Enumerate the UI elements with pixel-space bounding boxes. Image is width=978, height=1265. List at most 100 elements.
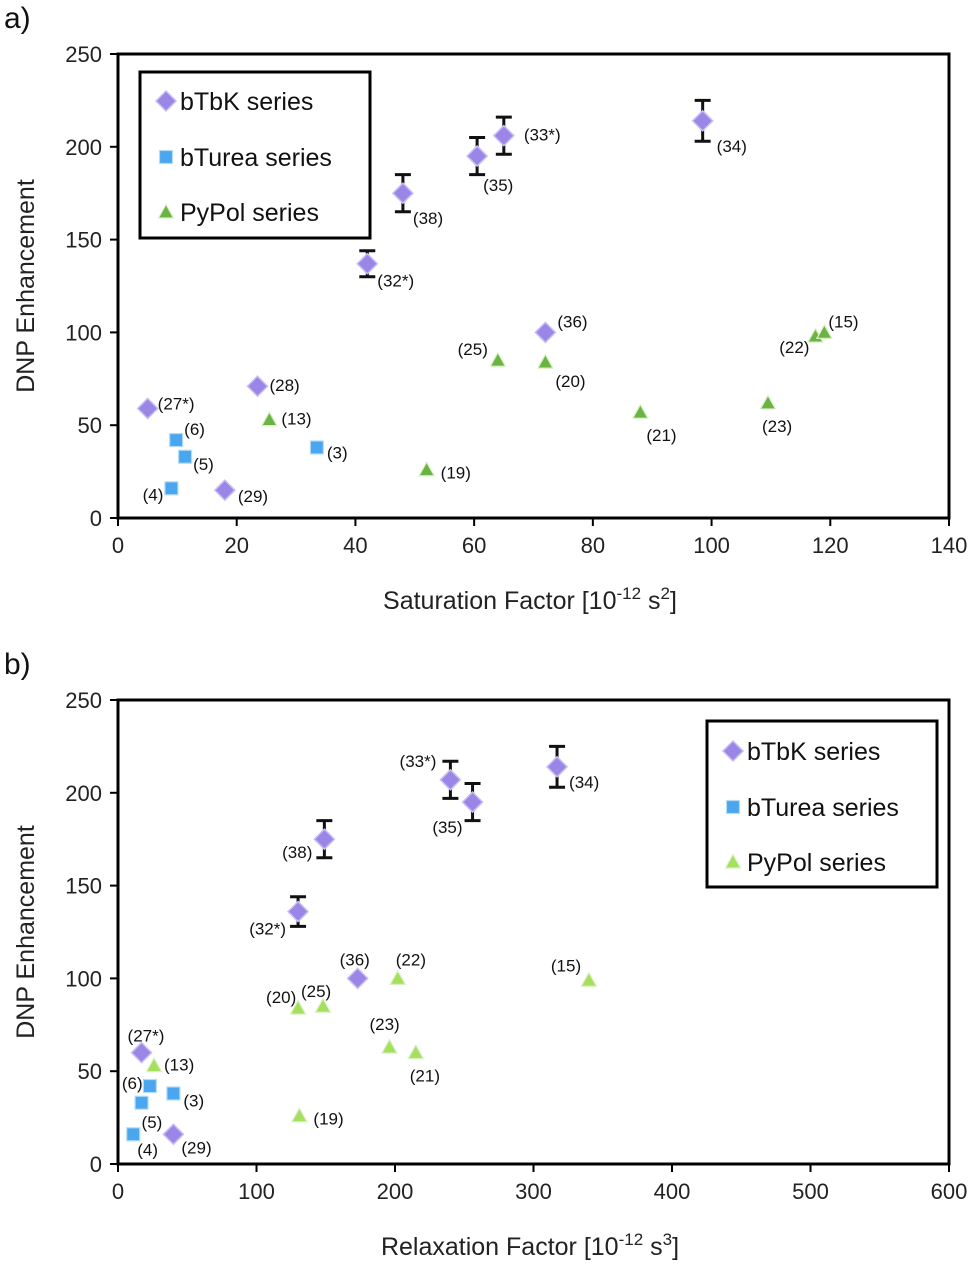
panel-letter: a) [4, 2, 31, 35]
data-point [126, 1127, 141, 1142]
y-tick-label: 250 [65, 42, 102, 67]
data-point [142, 1078, 157, 1094]
legend-marker [158, 149, 174, 165]
data-point [466, 145, 489, 168]
y-tick-label: 150 [65, 874, 102, 899]
data-point [356, 252, 379, 275]
y-tick-label: 100 [65, 320, 102, 345]
point-label: (34) [717, 137, 747, 156]
series-square: (4) (6) (5) (3) [143, 420, 348, 504]
data-point [380, 1038, 398, 1054]
legend-marker [721, 739, 745, 763]
y-tick-label: 100 [65, 966, 102, 991]
legend-label: bTbK series [180, 88, 313, 116]
series-triangle: (13) (19) (20) (25) (23) (22) (21) (15) [145, 950, 598, 1129]
x-tick-label: 0 [112, 1179, 124, 1204]
legend-marker [154, 89, 178, 113]
data-point [545, 755, 569, 778]
point-label: (33*) [524, 126, 561, 145]
data-point [290, 1107, 308, 1123]
panel-letter: b) [4, 648, 31, 681]
data-point [489, 351, 507, 367]
data-point [309, 440, 324, 455]
data-point [169, 432, 184, 448]
series-diamond: (27*) (29) (32*) (38) (36) (33*) (35) (34) [128, 744, 599, 1157]
x-tick-label: 200 [377, 1179, 414, 1204]
x-tick-label: 400 [654, 1179, 691, 1204]
point-label: (27*) [158, 394, 195, 413]
data-point [164, 481, 179, 496]
point-label: (20) [266, 988, 296, 1007]
point-label: (5) [142, 1113, 163, 1132]
point-label: (4) [137, 1140, 158, 1159]
point-label: (35) [432, 818, 462, 837]
x-tick-label: 100 [693, 533, 730, 558]
data-point [418, 461, 436, 477]
data-point [136, 397, 159, 420]
data-point [177, 449, 193, 464]
point-label: (29) [181, 1138, 211, 1157]
data-point [145, 1056, 163, 1073]
legend-marker [724, 853, 742, 869]
x-tick-label: 500 [792, 1179, 829, 1204]
point-label: (34) [569, 773, 599, 792]
point-label: (3) [183, 1091, 204, 1110]
y-tick-label: 200 [65, 135, 102, 160]
y-tick-label: 50 [78, 1059, 102, 1084]
x-tick-label: 40 [343, 533, 367, 558]
data-point [407, 1043, 425, 1060]
point-label: (27*) [128, 1027, 165, 1046]
x-tick-label: 60 [462, 533, 486, 558]
x-tick-label: 0 [112, 533, 124, 558]
legend-box [705, 719, 939, 889]
data-point [289, 999, 307, 1015]
x-tick-label: 600 [931, 1179, 968, 1204]
legend-label: bTurea series [180, 144, 332, 172]
x-tick-label: 80 [581, 533, 605, 558]
point-label: (25) [301, 982, 331, 1001]
point-label: (21) [646, 426, 676, 445]
legend-label: PyPol series [180, 199, 319, 227]
y-axis-label: DNP Enhancement [12, 179, 40, 393]
point-label: (36) [340, 950, 370, 969]
legend-label: bTbK series [747, 738, 880, 766]
legend-marker [157, 203, 175, 219]
series-triangle: (13) (19) (25) (20) (21) (23) (22) (15) [260, 312, 859, 483]
x-axis-label: Saturation Factor [10-12 s2] [383, 584, 677, 615]
data-point [691, 109, 714, 132]
data-point [815, 323, 833, 339]
legend: bTbK series bTurea series PyPol series [705, 719, 939, 889]
point-label: (4) [143, 485, 164, 504]
data-point [461, 791, 484, 814]
data-point [439, 768, 462, 791]
series-diamond: (27*) (29) (28) (32*) (38) (35) (33*) (36) (34) [136, 98, 747, 506]
point-label: (38) [413, 209, 443, 228]
point-label: (6) [122, 1074, 143, 1093]
x-tick-label: 120 [812, 533, 849, 558]
point-label: (21) [410, 1067, 440, 1086]
data-point [246, 375, 269, 398]
y-tick-label: 0 [90, 1152, 102, 1177]
chart-panel-b: b) 0 100 200 300 400 500 600 0 50 100 150 200 250 Rela… [4, 648, 967, 1261]
point-label: (29) [238, 487, 268, 506]
legend-label: bTurea series [747, 794, 899, 822]
data-point [134, 1095, 149, 1110]
point-label: (19) [313, 1110, 343, 1129]
data-point [166, 1086, 181, 1101]
data-point [389, 969, 407, 986]
chart-panel-a: a) 0 20 40 60 80 100 120 140 0 50 100 150 200 250 Satur… [4, 2, 967, 615]
x-tick-label: 140 [931, 533, 968, 558]
point-label: (35) [483, 176, 513, 195]
point-label: (33*) [400, 752, 437, 771]
point-label: (36) [557, 312, 587, 331]
series-square: (4) (5) (6) (3) [122, 1074, 204, 1159]
data-point [534, 321, 557, 344]
x-tick-label: 300 [515, 1179, 552, 1204]
point-label: (15) [828, 312, 858, 331]
data-point [213, 479, 236, 502]
legend: bTbK series bTurea series PyPol series [138, 70, 372, 240]
point-label: (32*) [249, 920, 286, 939]
x-tick-label: 100 [238, 1179, 275, 1204]
point-label: (38) [282, 843, 312, 862]
